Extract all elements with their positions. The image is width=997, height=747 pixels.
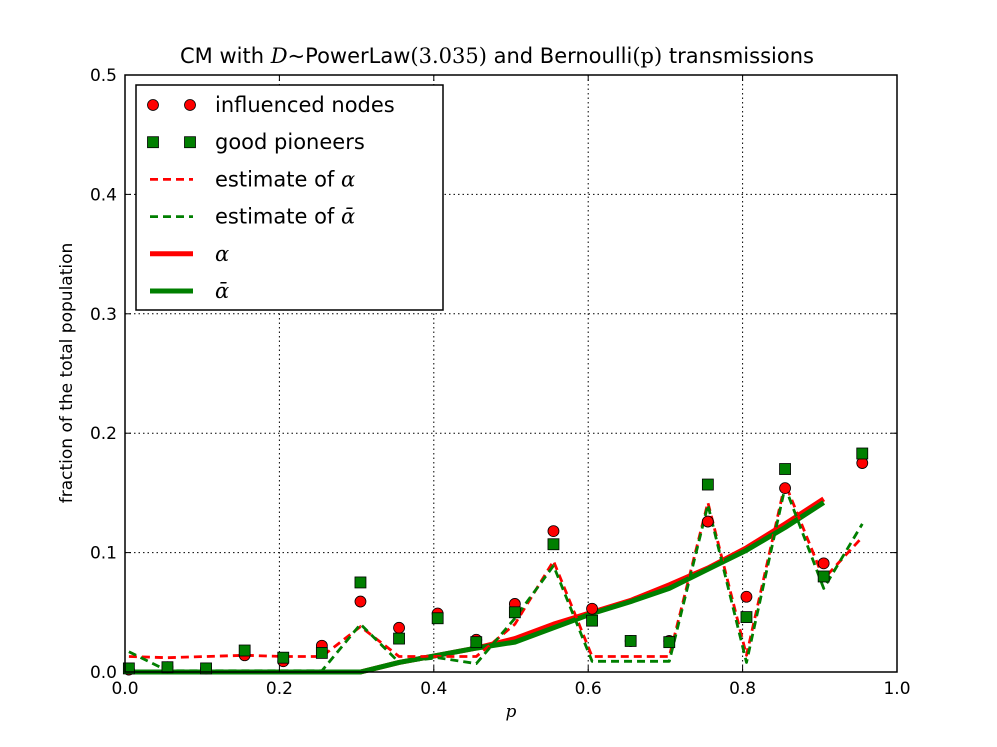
- legend-frame: [135, 84, 444, 311]
- influenced-nodes-point: [701, 515, 714, 528]
- good-pioneers-point: [277, 651, 290, 664]
- legend-marker-square: [147, 136, 159, 149]
- good-pioneers-point: [393, 632, 405, 645]
- legend-label: estimate of α: [215, 167, 355, 191]
- legend-label: influenced nodes: [215, 93, 395, 117]
- good-pioneers-point: [701, 478, 714, 491]
- axis-ticks: 0.0 0.2 0.4 0.6 0.8 1.0 0.0 0.1 0.2 0.3 0.4 0.5: [90, 66, 911, 699]
- y-tick-label: 0.3: [90, 305, 117, 325]
- good-pioneers-point: [856, 447, 869, 460]
- influenced-nodes-point: [586, 602, 598, 615]
- y-tick-label: 0.4: [90, 185, 117, 205]
- influenced-nodes-point: [740, 590, 753, 603]
- legend-label: estimate of ᾱ: [215, 205, 355, 229]
- good-pioneers-point: [431, 612, 444, 625]
- x-tick-label: 0.2: [266, 679, 293, 699]
- influenced-nodes-point: [779, 482, 791, 495]
- legend-label: α: [215, 242, 229, 266]
- influenced-nodes-point: [547, 525, 560, 538]
- y-tick-label: 0.0: [90, 663, 117, 683]
- good-pioneers-point: [740, 611, 753, 623]
- good-pioneers-point: [315, 646, 328, 659]
- x-tick-label: 1.0: [883, 679, 910, 699]
- plot-area: [122, 447, 869, 676]
- influenced-nodes-point: [393, 621, 405, 634]
- x-tick-label: 0.0: [111, 679, 138, 699]
- legend-entries: influenced nodes good pioneers estimate of…: [147, 93, 395, 303]
- legend-label: good pioneers: [215, 130, 365, 154]
- good-pioneers-point: [354, 576, 367, 589]
- good-pioneers-point: [663, 636, 676, 649]
- good-pioneers-point: [508, 606, 521, 619]
- good-pioneers-point: [586, 614, 598, 627]
- good-pioneers-point: [161, 661, 174, 674]
- legend-marker-circle: [147, 99, 159, 111]
- good-pioneers-point: [779, 463, 791, 475]
- x-tick-label: 0.6: [575, 679, 602, 699]
- y-tick-label: 0.1: [90, 544, 117, 564]
- x-tick-label: 0.4: [420, 679, 447, 699]
- chart-title: CM with D∼PowerLaw(3.035) and Bernoulli(…: [180, 44, 814, 68]
- legend: influenced nodes good pioneers estimate of…: [135, 84, 444, 311]
- legend-marker-square: [184, 136, 196, 149]
- legend-label: ᾱ: [215, 279, 229, 303]
- y-tick-label: 0.5: [90, 66, 117, 86]
- series-line-estimate-3: [128, 485, 864, 673]
- x-tick-label: 0.8: [729, 679, 756, 699]
- good-pioneers-point: [470, 636, 483, 649]
- good-pioneers-point: [200, 662, 212, 675]
- good-pioneers-point: [624, 635, 637, 647]
- y-tick-label: 0.2: [90, 424, 117, 444]
- influenced-nodes-point: [354, 595, 367, 608]
- good-pioneers-point: [122, 662, 135, 675]
- y-axis-label: fraction of the total population: [57, 243, 77, 504]
- good-pioneers-point: [547, 538, 560, 551]
- legend-marker-circle: [184, 99, 196, 111]
- plot-frame: [124, 74, 898, 673]
- influenced-nodes-point: [817, 557, 830, 570]
- x-axis-label: p: [506, 702, 517, 722]
- good-pioneers-point: [238, 644, 251, 657]
- good-pioneers-point: [817, 570, 830, 583]
